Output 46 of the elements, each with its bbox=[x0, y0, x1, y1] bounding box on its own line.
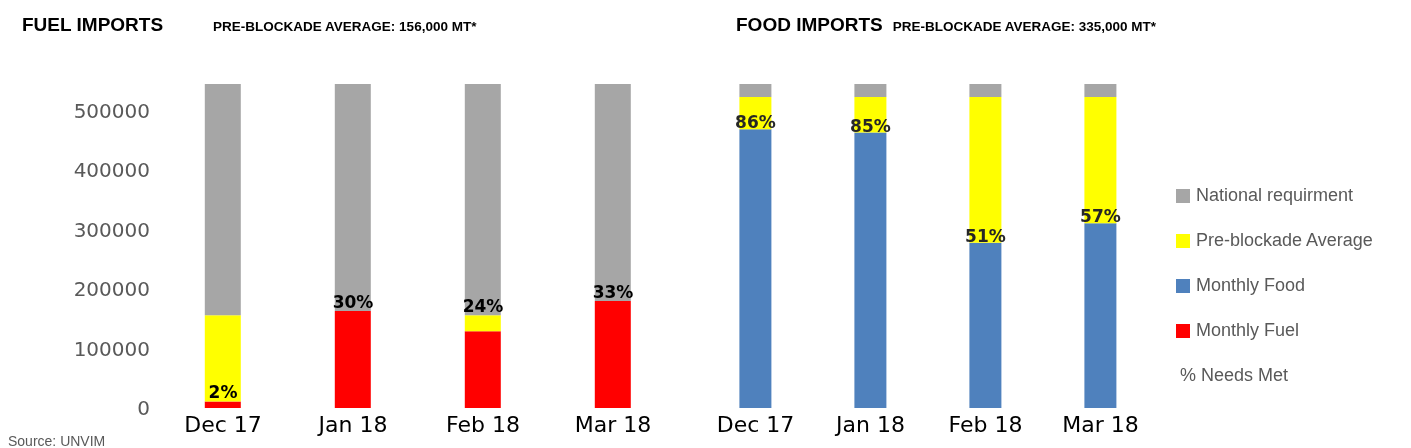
y-tick-label: 200000 bbox=[73, 277, 150, 302]
bar bbox=[969, 84, 1002, 97]
x-tick-label: Mar 18 bbox=[574, 411, 652, 437]
legend-label: Monthly Food bbox=[1196, 275, 1306, 296]
source-note: Source: UNVIM bbox=[8, 433, 106, 448]
bar bbox=[594, 84, 631, 301]
x-tick-label: Feb 18 bbox=[948, 411, 1023, 437]
x-tick-label: Jan 18 bbox=[316, 411, 388, 437]
annotation: 33% bbox=[592, 281, 634, 302]
y-tick-label: 300000 bbox=[73, 217, 150, 242]
annotation: 2% bbox=[208, 382, 238, 403]
bar bbox=[969, 242, 1002, 408]
y-tick-label: 0 bbox=[137, 396, 150, 421]
y-tick-label: 500000 bbox=[73, 98, 150, 123]
bar bbox=[854, 132, 887, 408]
bar bbox=[464, 84, 501, 316]
y-tick-label: 100000 bbox=[73, 336, 150, 361]
text: % Needs Met bbox=[1179, 364, 1290, 387]
x-tick-label: Dec 17 bbox=[716, 411, 795, 437]
legend-label: National requirment bbox=[1196, 185, 1354, 206]
chart-title: FUEL IMPORTS bbox=[22, 14, 164, 36]
bar bbox=[1084, 223, 1117, 408]
bar bbox=[334, 84, 371, 312]
annotation: 24% bbox=[462, 296, 504, 317]
bar bbox=[204, 315, 241, 402]
bar bbox=[464, 331, 501, 408]
bar bbox=[594, 300, 631, 408]
bar bbox=[739, 84, 772, 97]
bar bbox=[854, 84, 887, 97]
x-tick-label: Mar 18 bbox=[1062, 411, 1139, 437]
text: Monthly Fuel bbox=[1196, 320, 1300, 340]
x-tick-label: Dec 17 bbox=[184, 411, 262, 437]
chart-title: FOOD IMPORTS bbox=[736, 14, 883, 36]
bar bbox=[739, 129, 772, 408]
y-tick-label: 400000 bbox=[73, 158, 150, 183]
chart-subtitle: PRE-BLOCKADE AVERAGE: 335,000 MT* bbox=[892, 19, 1157, 34]
x-tick-label: Feb 18 bbox=[446, 411, 520, 437]
legend-label: Pre-blockade Average bbox=[1196, 230, 1373, 251]
bar bbox=[464, 315, 501, 332]
bar bbox=[204, 84, 241, 316]
chart-subtitle: PRE-BLOCKADE AVERAGE: 156,000 MT* bbox=[213, 19, 477, 34]
annotation: 30% bbox=[332, 292, 374, 313]
bar bbox=[334, 311, 371, 408]
bar bbox=[204, 401, 241, 408]
bar bbox=[1084, 84, 1117, 97]
x-tick-label: Jan 18 bbox=[834, 411, 905, 437]
